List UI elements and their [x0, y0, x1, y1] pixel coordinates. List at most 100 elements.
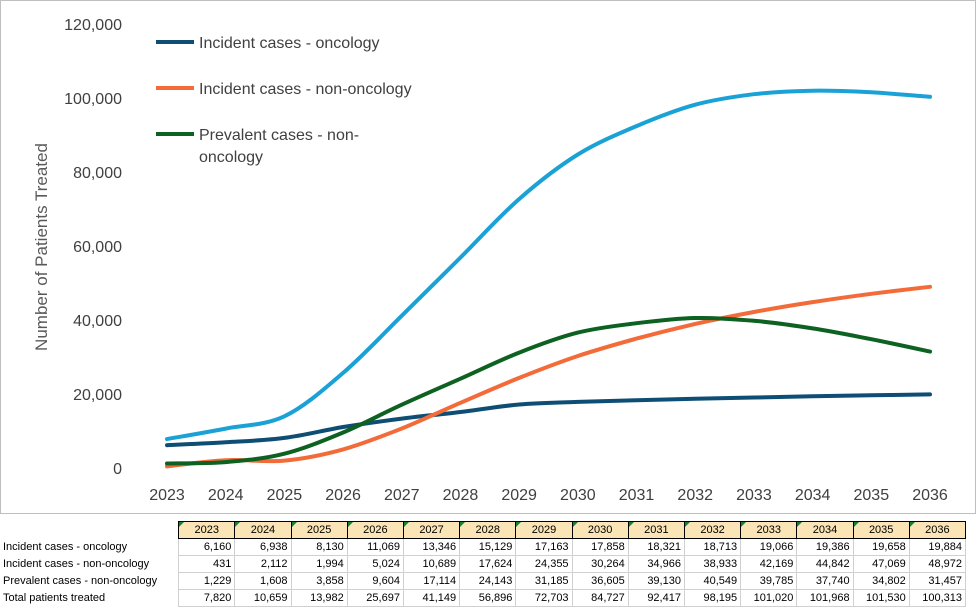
table-cell[interactable]: 101,530: [852, 589, 910, 607]
table-cell[interactable]: 34,966: [627, 555, 685, 573]
table-cell[interactable]: 13,346: [402, 538, 461, 556]
header-text: 2031: [644, 524, 669, 536]
y-tick-label: 100,000: [64, 91, 122, 108]
table-year-header[interactable]: 2024: [234, 521, 292, 539]
cell-note-marker: [741, 522, 747, 527]
cell-note-marker: [910, 522, 915, 527]
table-row: Incident cases - oncology 6,160 6,938 8,130…: [0, 538, 967, 556]
table-cell[interactable]: 11,069: [346, 538, 404, 556]
x-axis-ticks: 2023 2024 2025 2026 2027 2028 2029 2030 2031 2032…: [149, 487, 948, 504]
table-cell[interactable]: 40,549: [683, 572, 742, 590]
table-cell[interactable]: 39,130: [627, 572, 685, 590]
table-cell[interactable]: 34,802: [852, 572, 910, 590]
table-year-header[interactable]: 2030: [571, 521, 629, 539]
table-year-header[interactable]: 2031: [627, 521, 685, 539]
table-cell[interactable]: 9,604: [346, 572, 404, 590]
header-text: 2032: [700, 524, 725, 536]
table-cell[interactable]: 19,386: [796, 538, 854, 556]
x-tick-label: 2026: [325, 487, 361, 504]
table-year-header[interactable]: 2025: [290, 521, 348, 539]
table-cell[interactable]: 100,313: [908, 589, 967, 607]
table-cell[interactable]: 6,160: [178, 538, 236, 556]
table-cell[interactable]: 6,938: [234, 538, 292, 556]
y-tick-label: 0: [113, 461, 122, 478]
table-year-header[interactable]: 2023: [178, 521, 236, 539]
line-chart: 020,00040,00060,00080,000100,000120,000 …: [32, 17, 948, 504]
table-year-header[interactable]: 2035: [852, 521, 910, 539]
table-cell[interactable]: 24,355: [515, 555, 573, 573]
table-cell[interactable]: 2,112: [234, 555, 292, 573]
table-cell[interactable]: 17,114: [402, 572, 461, 590]
table-cell[interactable]: 98,195: [683, 589, 742, 607]
table-cell[interactable]: 30,264: [571, 555, 629, 573]
table-cell[interactable]: 7,820: [178, 589, 236, 607]
table-cell[interactable]: 36,605: [571, 572, 629, 590]
table-cell[interactable]: 3,858: [290, 572, 348, 590]
cell-note-marker: [460, 522, 466, 527]
cell-note-marker: [516, 522, 522, 527]
table-year-header[interactable]: 2027: [402, 521, 461, 539]
table-cell[interactable]: 101,020: [740, 589, 798, 607]
table-row: Total patients treated 7,820 10,659 13,982 2…: [0, 589, 967, 607]
table-cell[interactable]: 10,689: [402, 555, 461, 573]
table-cell[interactable]: 31,457: [908, 572, 967, 590]
table-cell[interactable]: 18,713: [683, 538, 742, 556]
row-label[interactable]: Total patients treated: [3, 592, 106, 604]
table-year-header[interactable]: 2032: [683, 521, 742, 539]
table-cell[interactable]: 19,066: [740, 538, 798, 556]
table-cell[interactable]: 92,417: [627, 589, 685, 607]
table-cell[interactable]: 5,024: [346, 555, 404, 573]
table-year-header[interactable]: 2026: [346, 521, 404, 539]
table-cell[interactable]: 56,896: [459, 589, 517, 607]
table-cell[interactable]: 25,697: [346, 589, 404, 607]
row-label[interactable]: Incident cases - oncology: [3, 541, 128, 553]
table-cell[interactable]: 1,608: [234, 572, 292, 590]
x-tick-label: 2024: [208, 487, 244, 504]
table-cell[interactable]: 10,659: [234, 589, 292, 607]
table-cell[interactable]: 37,740: [796, 572, 854, 590]
table-year-header[interactable]: 2033: [740, 521, 798, 539]
table-cell[interactable]: 39,785: [740, 572, 798, 590]
table-cell[interactable]: 41,149: [402, 589, 461, 607]
x-tick-label: 2030: [560, 487, 596, 504]
table-cell[interactable]: 101,968: [796, 589, 854, 607]
table-cell[interactable]: 1,994: [290, 555, 348, 573]
y-tick-label: 40,000: [73, 313, 122, 330]
cell-note-marker: [348, 522, 353, 527]
table-cell[interactable]: 42,169: [740, 555, 798, 573]
table-cell[interactable]: 24,143: [459, 572, 517, 590]
header-text: 2036: [925, 524, 950, 536]
table-cell[interactable]: 431: [178, 555, 236, 573]
table-cell[interactable]: 31,185: [515, 572, 573, 590]
table-year-header[interactable]: 2036: [908, 521, 967, 539]
y-tick-label: 80,000: [73, 165, 122, 182]
table-cell[interactable]: 48,972: [908, 555, 967, 573]
table-year-header[interactable]: 2028: [459, 521, 517, 539]
y-axis-ticks: 0 20,000 40,000 60,000 80,000 100,000 120,000: [64, 17, 122, 478]
table-cell[interactable]: 15,129: [459, 538, 517, 556]
table-cell[interactable]: 17,624: [459, 555, 517, 573]
table-cell[interactable]: 72,703: [515, 589, 573, 607]
table-year-header[interactable]: 2034: [796, 521, 854, 539]
table-cell[interactable]: 19,658: [852, 538, 910, 556]
table-cell[interactable]: 18,321: [627, 538, 685, 556]
table-cell[interactable]: 13,982: [290, 589, 348, 607]
header-text: 2034: [812, 524, 838, 536]
header-text: 2025: [306, 524, 332, 536]
table-cell[interactable]: 17,163: [515, 538, 573, 556]
table-cell[interactable]: 84,727: [571, 589, 629, 607]
x-tick-label: 2035: [854, 487, 890, 504]
table-year-header[interactable]: 2029: [515, 521, 573, 539]
table-cell[interactable]: 19,884: [908, 538, 967, 556]
table-cell[interactable]: 17,858: [571, 538, 629, 556]
row-label[interactable]: Incident cases - non-oncology: [3, 558, 150, 570]
cell-note-marker: [235, 522, 241, 527]
table-cell[interactable]: 8,130: [290, 538, 348, 556]
table-cell[interactable]: 47,069: [852, 555, 910, 573]
table-cell[interactable]: 38,933: [683, 555, 742, 573]
legend-label: Incident cases - non-oncology: [199, 81, 412, 98]
table-cell[interactable]: 1,229: [178, 572, 236, 590]
row-label[interactable]: Prevalent cases - non-oncology: [3, 575, 158, 587]
table-row: Incident cases - non-oncology 431 2,112 1,9…: [0, 555, 967, 573]
table-cell[interactable]: 44,842: [796, 555, 854, 573]
